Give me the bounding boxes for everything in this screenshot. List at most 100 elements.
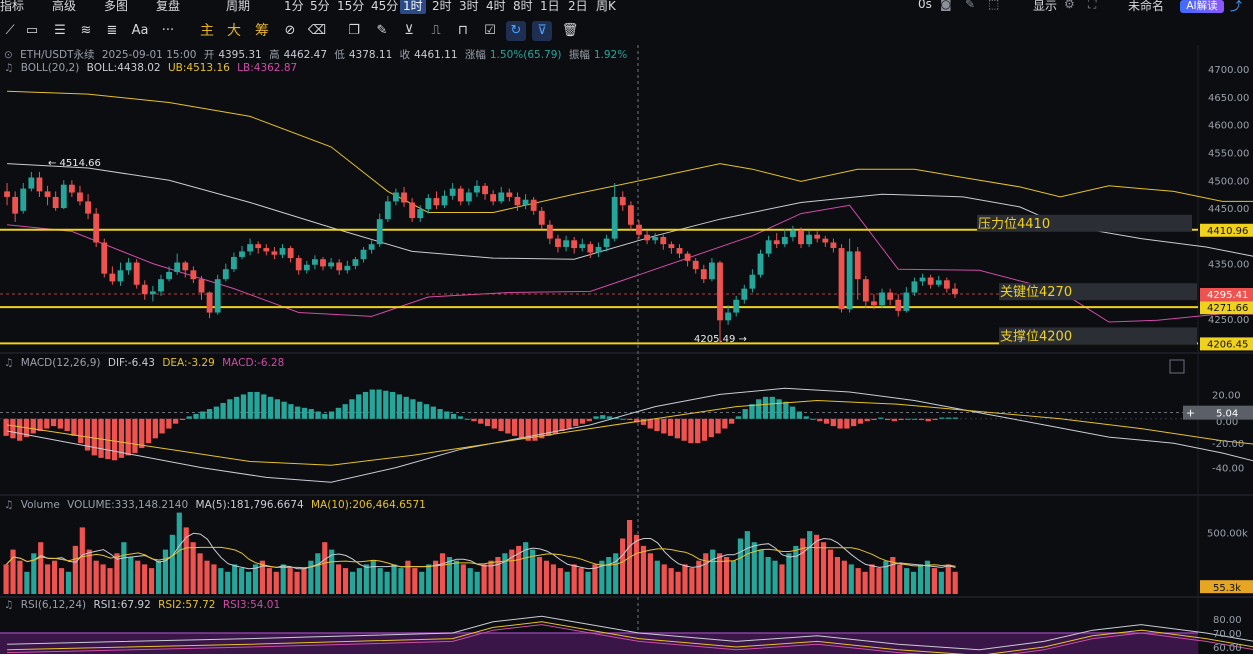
rectangle-icon[interactable]: ▭ [25, 23, 39, 38]
candle-body [765, 240, 772, 254]
volume-bar [730, 560, 737, 594]
candle-body [822, 238, 829, 243]
ai-interpret-button[interactable]: AI解读 [1180, 0, 1224, 13]
candle-body [449, 188, 456, 196]
candle-body [425, 198, 432, 210]
volume-bar [86, 549, 92, 594]
volume-bar [446, 557, 453, 594]
ruler-icon[interactable]: ⎍ [431, 23, 441, 38]
large-button[interactable]: 大 [227, 23, 241, 39]
camera-icon[interactable]: ◙ [940, 0, 952, 11]
chips-button[interactable]: 筹 [255, 23, 269, 39]
boll-name[interactable]: BOLL(20,2) [20, 62, 80, 74]
macd-hist-bar [417, 401, 423, 419]
bell-icon[interactable]: ♫ [4, 357, 14, 369]
advanced-menu[interactable]: 高级 [52, 0, 77, 13]
macd-hist-bar [539, 418, 545, 439]
fullscreen-icon[interactable]: ⛶ [1088, 0, 1097, 11]
macd-hist-bar [342, 404, 348, 419]
volume-bar [633, 534, 640, 594]
box-icon[interactable]: ⬚ [988, 0, 1000, 11]
period-week[interactable]: 周K [596, 0, 616, 13]
period-3h[interactable]: 3时 [459, 0, 479, 13]
boll-legend: ♫ BOLL(20,2) BOLL:4438.02 UB:4513.16 LB:… [4, 62, 301, 74]
period-2h[interactable]: 2时 [432, 0, 452, 13]
bell-icon[interactable]: ♫ [4, 599, 14, 611]
main-chart-button[interactable]: 主 [200, 23, 214, 39]
rsi-name[interactable]: RSI(6,12,24) [20, 599, 87, 611]
candle-body [530, 199, 537, 211]
multi-chart-menu[interactable]: 多图 [104, 0, 129, 13]
pen-icon[interactable]: ✎ [965, 0, 976, 11]
period-8h[interactable]: 8时 [513, 0, 533, 13]
candle-body [457, 188, 464, 202]
period-15m[interactable]: 15分 [337, 0, 365, 13]
candle-body [927, 277, 934, 285]
filter-icon[interactable]: ⊽ [532, 21, 552, 41]
candle-body [125, 262, 132, 271]
period-2d[interactable]: 2日 [568, 0, 588, 13]
period-4h[interactable]: 4时 [486, 0, 506, 13]
change-label: 涨幅 [464, 49, 486, 61]
candle-body [498, 192, 505, 202]
copy-icon[interactable]: ❐ [348, 23, 360, 38]
candle-body [700, 269, 707, 280]
macd-hist-bar [173, 418, 179, 424]
volume-bar [252, 564, 259, 594]
macd-hist-bar [532, 418, 538, 441]
volume-bar [758, 549, 764, 594]
level-price-tag [1200, 301, 1253, 315]
macd-hist-bar [132, 418, 138, 453]
bell-icon[interactable]: ♫ [4, 62, 14, 74]
period-45m[interactable]: 45分 [371, 0, 399, 13]
candle-body [239, 251, 245, 257]
layout-name[interactable]: 未命名 [1128, 0, 1165, 13]
candle-body [595, 246, 602, 253]
bell-icon[interactable]: ♫ [4, 499, 14, 511]
period-menu[interactable]: 周期 [226, 0, 251, 13]
compare-icon[interactable]: ⊘ [284, 23, 296, 38]
share-icon[interactable]: ⤴ [1230, 0, 1243, 13]
candle-body [676, 248, 683, 254]
check-list-icon[interactable]: ☑ [484, 23, 496, 38]
parallel-lines-icon[interactable]: ☰ [54, 23, 66, 38]
indicators-menu[interactable]: 指标 [0, 0, 25, 13]
erase-icon[interactable]: ⌫ [307, 23, 327, 38]
replay-menu[interactable]: 复盘 [156, 0, 181, 13]
macd-hist-bar [667, 418, 674, 436]
macd-name[interactable]: MACD(12,26,9) [20, 357, 101, 369]
volume-bar [911, 571, 917, 594]
more-tools[interactable]: ··· [161, 23, 175, 38]
sync-icon[interactable]: ↻ [506, 21, 526, 41]
candle-body [806, 234, 813, 245]
magnet-icon[interactable]: ⊻ [404, 23, 414, 38]
macd-hist-bar [545, 418, 552, 436]
period-1h[interactable]: 1时 [400, 0, 426, 14]
period-5m[interactable]: 5分 [310, 0, 330, 13]
period-1d[interactable]: 1日 [540, 0, 560, 13]
macd-hist-bar [728, 418, 735, 424]
macd-hist-bar [525, 418, 531, 441]
trend-line-icon[interactable]: ⟋ [5, 23, 15, 38]
candle-body [781, 236, 788, 245]
high-value: 4462.47 [283, 49, 327, 61]
text-tool[interactable]: Aa [131, 23, 149, 38]
pencil-icon[interactable]: ✎ [376, 23, 388, 38]
fib-icon[interactable]: ≋ [80, 23, 92, 38]
macd-hist-bar [159, 418, 165, 434]
trash-icon[interactable]: 🗑 [561, 23, 579, 38]
volume-name[interactable]: Volume [20, 499, 60, 511]
lock-icon[interactable]: ⊓ [457, 23, 469, 38]
amp-value: 1.92% [593, 49, 628, 61]
display-menu[interactable]: 显示 [1033, 0, 1058, 13]
level-label: 支撑位4200 [1000, 329, 1072, 344]
candle-body [409, 202, 416, 219]
candle-body [271, 251, 278, 255]
period-1m[interactable]: 1分 [284, 0, 304, 13]
candle-body [603, 238, 610, 247]
list-icon[interactable]: ≣ [106, 23, 118, 38]
macd-hist-bar [817, 418, 823, 422]
eye-icon[interactable]: ⊙ [4, 49, 13, 61]
gear-icon[interactable]: ⚙ [1064, 0, 1075, 11]
